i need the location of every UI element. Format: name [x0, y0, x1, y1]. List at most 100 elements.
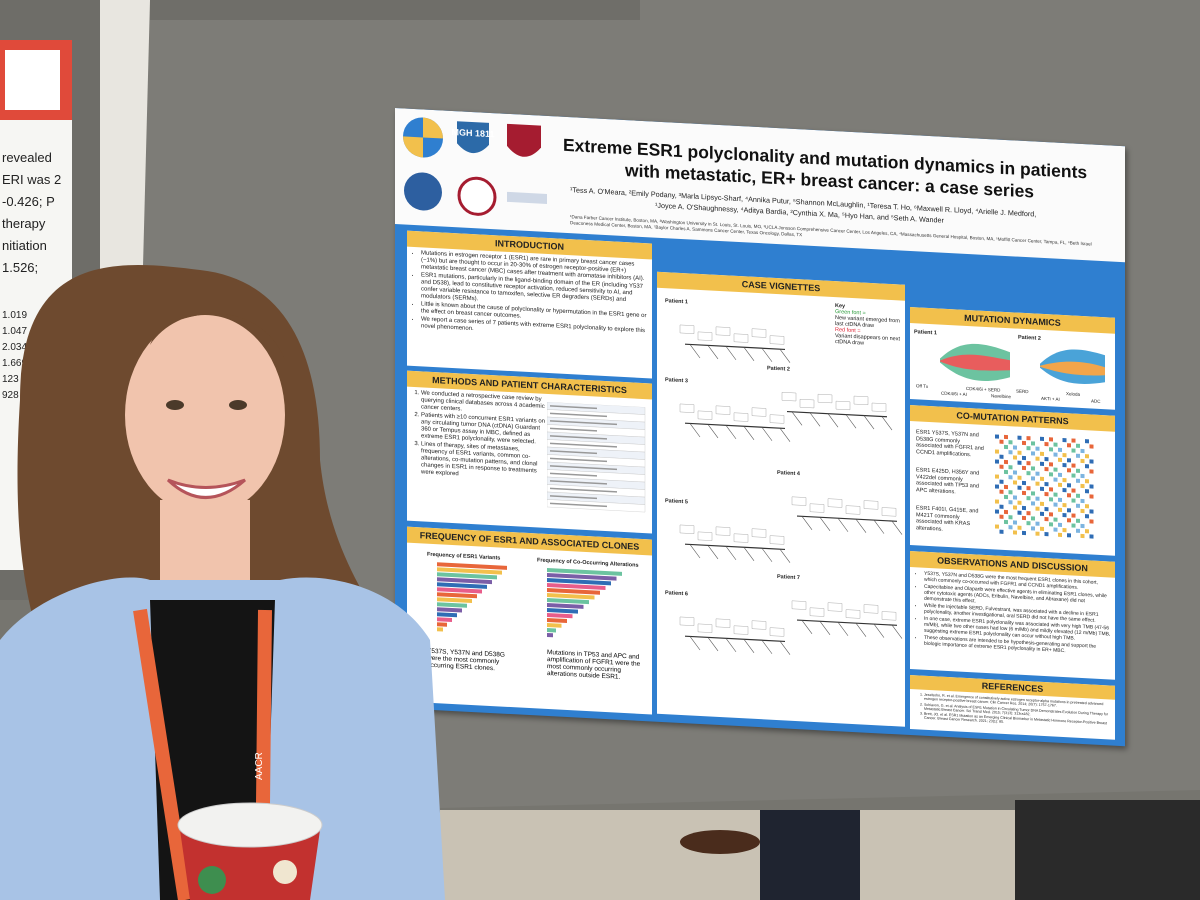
heat-cell [1089, 484, 1094, 489]
heat-cell [1044, 517, 1049, 522]
freq-bar [437, 592, 477, 599]
note: ESR1 F401I, G415E, and M421T commonly as… [916, 505, 979, 533]
timeline [797, 619, 897, 626]
references: REFERENCES Jeselsohn, R. et al. Emergenc… [910, 674, 1115, 740]
heat-cell [1089, 509, 1094, 514]
heat-cell [1089, 534, 1094, 539]
heat-cell [1071, 438, 1076, 443]
freq-bar [547, 607, 578, 614]
variant-box [809, 607, 825, 617]
heat-cell [1035, 531, 1040, 536]
heat-cell [1040, 461, 1044, 467]
heat-cell [1026, 521, 1031, 526]
heat-cell [1022, 515, 1026, 521]
heat-cell [1049, 522, 1053, 527]
timeline-tick [801, 516, 813, 531]
freq-bar [547, 582, 606, 591]
patient-label: Patient 2 [767, 365, 790, 373]
heat-cell [999, 489, 1004, 494]
note: ESR1 E425D, H356Y and V422del commonly a… [916, 467, 980, 495]
heat-cell [1044, 457, 1049, 462]
timeline-tick [725, 546, 737, 561]
timeline-tick [891, 624, 903, 639]
timeline-tick [725, 346, 737, 361]
numbered-list: We conducted a retrospective case review… [411, 390, 546, 483]
heat-cell [1022, 455, 1026, 461]
heat-cell [999, 479, 1004, 484]
patient-label: Patient 2 [1018, 334, 1041, 342]
heat-cell [1062, 512, 1067, 518]
heat-cell [1071, 448, 1076, 453]
heat-cell [1044, 482, 1049, 487]
note: ESR1 Y537S, Y537N and D538G commonly ass… [916, 429, 984, 458]
timeline-tick [779, 428, 791, 442]
heat-cell [1022, 505, 1026, 511]
timeline-tick [837, 622, 849, 636]
patient-label: Patient 5 [665, 498, 688, 506]
fragment: ERI was 2 [2, 172, 62, 187]
heat-cell [1080, 498, 1085, 504]
timeline-tick [891, 520, 903, 535]
heat-cell [1067, 458, 1071, 463]
freq-bar [547, 597, 589, 605]
heat-cell [1067, 483, 1071, 488]
heat-cell [1004, 469, 1008, 475]
timeline-tick [707, 424, 719, 439]
timeline-tick [689, 423, 701, 438]
heat-cell [1026, 511, 1031, 516]
heat-cell [1062, 502, 1067, 508]
timeline-tick [761, 548, 773, 562]
heat-cell [1058, 497, 1062, 502]
timeline [797, 515, 897, 522]
table-text [550, 480, 607, 485]
heat-cell [1076, 518, 1080, 523]
variant-box [733, 333, 749, 343]
heat-cell [1008, 450, 1013, 455]
heat-cell [1031, 501, 1035, 506]
note: Mutations in TP53 and APC and amplificat… [547, 648, 641, 681]
observations: OBSERVATIONS AND DISCUSSION Y537S, Y537N… [910, 550, 1115, 680]
case-vignettes: CASE VIGNETTES Patient 1 Patient 2 Patient… [657, 271, 905, 727]
timeline [685, 343, 785, 351]
logo-harvard [507, 123, 541, 157]
heat-cell [1067, 518, 1071, 523]
heat-cell [1067, 533, 1071, 538]
heat-cell [1004, 494, 1008, 500]
variant-box [751, 528, 767, 538]
poster: MGH 1811 Extreme ESR1 polyclonality and … [395, 108, 1125, 747]
freq-bar [547, 577, 611, 586]
fish-plot [1040, 361, 1105, 376]
heat-cell [1026, 471, 1031, 476]
heat-cell [1040, 476, 1044, 482]
heat-cell [1026, 436, 1031, 441]
heat-cell [1044, 467, 1049, 472]
heat-cell [1058, 482, 1062, 487]
heat-cell [1013, 495, 1017, 500]
logo-dfci-part [403, 136, 423, 158]
heat-cell [1044, 442, 1049, 447]
heat-cell [1008, 475, 1013, 480]
heat-cell [1044, 492, 1049, 497]
heat-cell [1004, 484, 1008, 490]
heat-cell [1089, 519, 1094, 524]
heat-cell [1085, 514, 1089, 519]
variant-box [863, 500, 879, 510]
heat-cell [1049, 487, 1053, 492]
section-heading: CO-MUTATION PATTERNS [910, 404, 1115, 432]
variant-box [679, 403, 695, 413]
heat-cell [1035, 446, 1040, 451]
shoe [680, 830, 760, 854]
heat-cell [1040, 486, 1044, 492]
heat-cell [999, 504, 1004, 509]
heat-cell [1071, 463, 1076, 468]
phase-label: SERD [1016, 388, 1029, 395]
heat-cell [1040, 501, 1044, 507]
heat-cell [1031, 491, 1035, 496]
freq-bar [547, 632, 553, 638]
booth-dark [1015, 800, 1200, 900]
heat-cell [1089, 494, 1094, 499]
table-text [550, 495, 597, 500]
heat-cell [1026, 486, 1031, 491]
freq-bar [547, 622, 562, 628]
heat-cell [999, 514, 1004, 519]
